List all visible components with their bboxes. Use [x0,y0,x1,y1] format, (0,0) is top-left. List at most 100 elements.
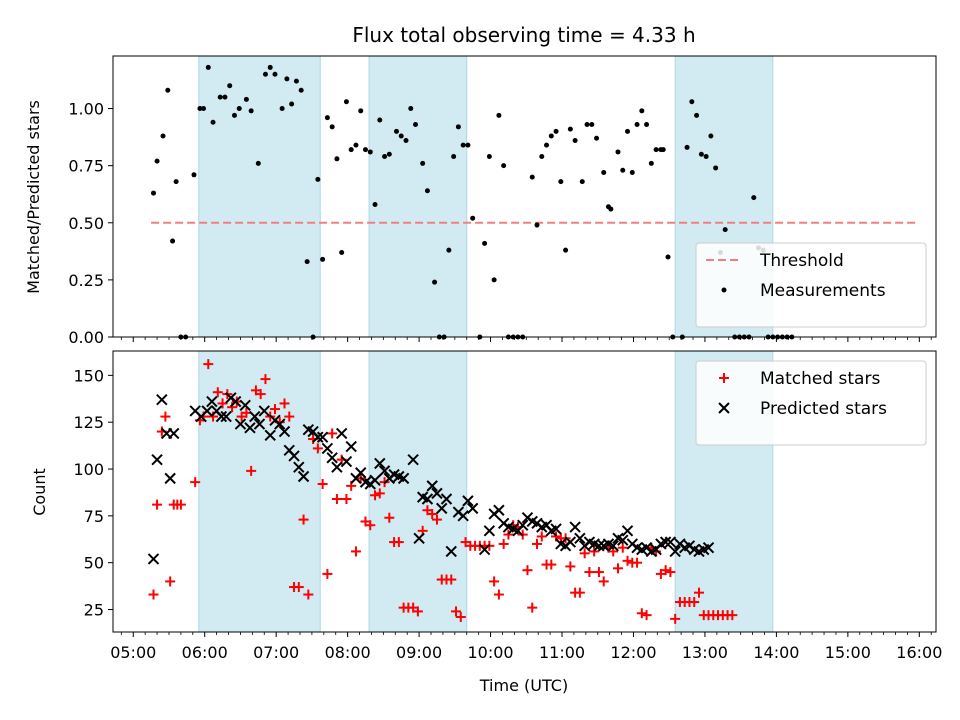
measurement-point [267,64,273,70]
measurement-point [289,101,295,107]
x-tick-label: 05:00 [110,643,156,662]
matched-star-marker [546,559,557,570]
predicted-star-marker [201,405,213,417]
marker-stroke [493,504,505,516]
predicted-star-marker [564,536,577,548]
matched-star-marker [532,538,543,549]
marker-stroke [526,515,538,528]
marker-stroke [229,395,242,408]
marker-stroke [258,405,270,417]
measurement-point [191,172,197,178]
predicted-star-marker [445,545,457,558]
measurement-point [262,71,268,77]
marker-stroke [540,519,553,531]
predicted-star-marker [397,472,410,485]
marker-stroke [659,536,672,548]
measurement-point [403,138,409,144]
marker-stroke [156,393,168,406]
predicted-star-marker [297,470,310,483]
matched-star-marker [322,568,333,579]
x-tick-label: 10:00 [468,643,514,662]
marker-stroke [440,493,453,505]
marker-stroke [588,538,600,550]
matched-star-marker [660,565,671,576]
x-tick-label: 12:00 [610,643,656,662]
measurement-point [644,122,650,128]
measurement-point [496,112,502,118]
predicted-star-marker [478,543,491,556]
matched-star-marker [255,389,266,400]
marker-stroke [407,453,419,466]
measurement-point [482,240,488,246]
matched-star-marker [298,514,309,525]
measurement-point [563,247,569,253]
y-tick-label: 75 [84,507,104,526]
predicted-star-marker [293,461,305,473]
measurement-point [548,133,554,139]
y-tick-label: 25 [84,601,104,620]
marker-stroke [239,399,251,412]
marker-stroke [374,457,386,470]
x-tick-label: 09:00 [396,643,442,662]
marker-stroke [345,440,357,453]
marker-stroke [307,425,319,438]
matched-star-marker [584,567,595,578]
marker-stroke [253,418,266,430]
marker-stroke [664,536,677,548]
marker-stroke [502,521,515,533]
marker-stroke [507,523,519,535]
matched-star-marker [455,612,466,623]
measurement-point [329,124,335,130]
matched-star-marker [393,537,404,548]
predicted-star-marker [550,523,562,535]
predicted-star-marker [206,395,218,408]
marker-stroke [369,474,381,486]
measurement-point [491,277,497,283]
axes-frame [112,55,937,338]
marker-stroke [436,502,448,515]
predicted-star-marker [659,536,672,548]
predicted-star-marker [569,521,581,533]
marker-stroke [147,553,160,565]
predicted-star-marker [483,525,496,537]
x-tick-label: 16:00 [896,643,942,662]
measurement-point [660,147,666,153]
marker-stroke [312,431,324,443]
marker-stroke [550,523,562,535]
top-panel: 0.00 0.25 0.50 0.75 1.00 Threshold Measurement… [68,55,937,347]
marker-stroke [445,545,457,558]
measurement-point [470,215,476,221]
measurement-point [420,160,426,166]
predicted-star-marker [607,540,619,552]
matched-star-marker [665,567,676,578]
legend-key-dot [721,287,727,293]
measurement-point [579,179,585,185]
measurement-point [639,108,645,114]
marker-stroke [574,532,586,545]
x-tick-label: 06:00 [182,643,228,662]
measurement-point [558,179,564,185]
predicted-star-marker [345,440,357,453]
predicted-star-marker [278,425,291,438]
marker-stroke [274,418,286,430]
predicted-star-marker [264,429,276,442]
marker-stroke [234,418,247,430]
matched-star-marker [593,567,604,578]
axes-frame [112,350,937,633]
marker-stroke [478,543,491,556]
matched-star-marker [579,548,590,559]
measurement-point [486,154,492,160]
marker-stroke [416,491,429,503]
measurement-point [165,87,171,93]
measurement-point [584,122,590,128]
predicted-star-marker [340,455,353,468]
predicted-star-marker [274,418,286,430]
marker-stroke [297,470,310,483]
marker-stroke [564,536,577,548]
marker-stroke [483,525,496,537]
measurement-point [501,163,507,169]
predicted-star-marker [378,465,391,477]
matched-star-marker [427,508,438,519]
matched-star-marker [370,490,381,501]
marker-stroke [631,541,643,554]
